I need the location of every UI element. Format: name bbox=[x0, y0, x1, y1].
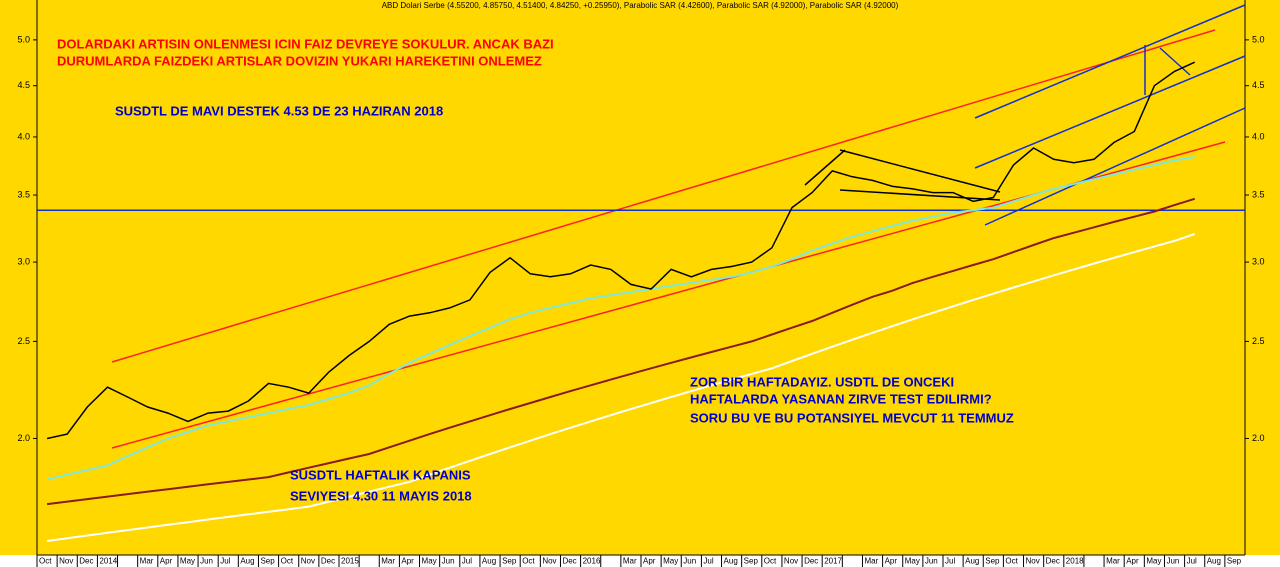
series-line bbox=[46, 61, 1196, 440]
x-tick-label: Dec bbox=[321, 557, 335, 566]
x-tick-label: Aug bbox=[724, 557, 738, 566]
x-tick-label: Nov bbox=[1026, 557, 1040, 566]
y-tick-label: 2.5 bbox=[17, 336, 30, 346]
x-tick-label: Apr bbox=[401, 557, 414, 566]
y-tick-label: 4.0 bbox=[17, 131, 30, 141]
x-tick-label: Jul bbox=[1187, 557, 1197, 566]
x-tick-label: Jun bbox=[925, 557, 938, 566]
x-tick-label: 2018 bbox=[1066, 557, 1084, 566]
x-tick-label: Sep bbox=[260, 557, 275, 566]
x-tick-label: Apr bbox=[885, 557, 898, 566]
x-tick-label: Sep bbox=[1227, 557, 1242, 566]
x-tick-label: May bbox=[180, 557, 195, 566]
x-tick-label: Oct bbox=[764, 557, 777, 566]
annotation: DOLARDAKI ARTISIN ONLENMESI ICIN FAIZ DE… bbox=[57, 36, 554, 51]
y-tick-label: 2.5 bbox=[1252, 336, 1265, 346]
x-tick-label: May bbox=[905, 557, 920, 566]
y-tick-label: 2.0 bbox=[1252, 433, 1265, 443]
y-tick-label: 2.0 bbox=[17, 433, 30, 443]
x-tick-label: 2016 bbox=[583, 557, 601, 566]
series-line bbox=[46, 156, 1195, 481]
x-tick-label: Jun bbox=[1166, 557, 1179, 566]
x-tick-label: Sep bbox=[502, 557, 517, 566]
annotation: SEVIYESI 4.30 11 MAYIS 2018 bbox=[290, 488, 472, 503]
x-tick-label: Dec bbox=[804, 557, 818, 566]
x-tick-label: Oct bbox=[39, 557, 52, 566]
x-tick-label: Sep bbox=[985, 557, 1000, 566]
x-tick-label: May bbox=[1146, 557, 1161, 566]
x-tick-label: Nov bbox=[784, 557, 798, 566]
x-tick-label: Mar bbox=[140, 557, 154, 566]
header: ABD Dolari Serbe (4.55200, 4.85750, 4.51… bbox=[382, 1, 899, 10]
x-tick-label: Sep bbox=[744, 557, 759, 566]
x-tick-label: Oct bbox=[522, 557, 535, 566]
x-tick-label: Jul bbox=[945, 557, 955, 566]
x-tick-label: May bbox=[422, 557, 437, 566]
y-tick-label: 4.5 bbox=[17, 80, 30, 90]
x-tick-label: May bbox=[663, 557, 678, 566]
annotation: SORU BU VE BU POTANSIYEL MEVCUT 11 TEMMU… bbox=[690, 410, 1014, 425]
x-tick-label: Apr bbox=[1126, 557, 1139, 566]
x-tick-label: Jun bbox=[200, 557, 213, 566]
annotation: DURUMLARDA FAIZDEKI ARTISLAR DOVIZIN YUK… bbox=[57, 53, 542, 68]
y-tick-label: 3.5 bbox=[1252, 189, 1265, 199]
x-tick-label: 2014 bbox=[99, 557, 117, 566]
annotation: ZOR BIR HAFTADAYIZ. USDTL DE ONCEKI bbox=[690, 374, 954, 389]
x-tick-label: 2017 bbox=[824, 557, 842, 566]
series-line bbox=[46, 233, 1196, 542]
x-tick-label: Oct bbox=[281, 557, 294, 566]
x-tick-label: Jun bbox=[442, 557, 455, 566]
y-tick-label: 5.0 bbox=[17, 34, 30, 44]
x-tick-label: Nov bbox=[59, 557, 73, 566]
x-tick-label: Aug bbox=[1207, 557, 1221, 566]
x-tick-label: Apr bbox=[643, 557, 656, 566]
y-tick-label: 3.5 bbox=[17, 189, 30, 199]
x-tick-label: Dec bbox=[1046, 557, 1060, 566]
annotation: HAFTALARDA YASANAN ZIRVE TEST EDILIRMI? bbox=[690, 391, 992, 406]
y-tick-label: 3.0 bbox=[17, 256, 30, 266]
x-tick-label: Jul bbox=[703, 557, 713, 566]
x-tick-label: Apr bbox=[160, 557, 173, 566]
x-tick-label: Nov bbox=[542, 557, 556, 566]
x-tick-label: Nov bbox=[301, 557, 315, 566]
series-line bbox=[46, 197, 1195, 506]
x-tick-label: Aug bbox=[482, 557, 496, 566]
x-tick-label: Mar bbox=[1106, 557, 1120, 566]
x-tick-label: Mar bbox=[381, 557, 395, 566]
x-tick-label: Aug bbox=[965, 557, 979, 566]
y-tick-label: 5.0 bbox=[1252, 34, 1265, 44]
x-tick-label: Jul bbox=[462, 557, 472, 566]
x-tick-label: Dec bbox=[562, 557, 576, 566]
annotation: SUSDTL HAFTALIK KAPANIS bbox=[290, 467, 471, 482]
x-tick-label: 2015 bbox=[341, 557, 359, 566]
x-tick-label: Jul bbox=[220, 557, 230, 566]
y-tick-label: 4.0 bbox=[1252, 131, 1265, 141]
x-tick-label: Mar bbox=[864, 557, 878, 566]
y-tick-label: 4.5 bbox=[1252, 80, 1265, 90]
x-tick-label: Jun bbox=[683, 557, 696, 566]
x-tick-label: Oct bbox=[1005, 557, 1018, 566]
x-tick-label: Aug bbox=[240, 557, 254, 566]
x-axis-strip bbox=[0, 555, 1280, 567]
annotation: SUSDTL DE MAVI DESTEK 4.53 DE 23 HAZIRAN… bbox=[115, 103, 443, 118]
y-tick-label: 3.0 bbox=[1252, 256, 1265, 266]
x-tick-label: Mar bbox=[623, 557, 637, 566]
x-tick-label: Dec bbox=[79, 557, 93, 566]
